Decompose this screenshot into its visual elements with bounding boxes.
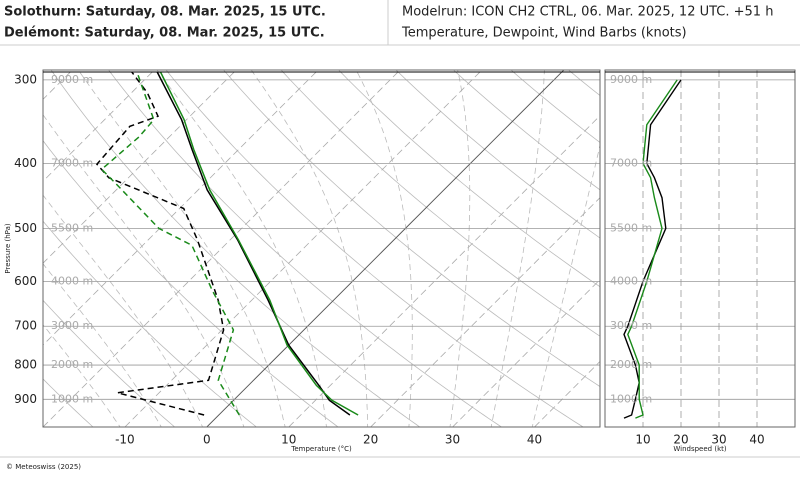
altitude-label: 4000 m	[51, 274, 93, 287]
plot-area	[605, 70, 795, 427]
altitude-label: 1000 m	[610, 392, 652, 405]
plot-frame	[604, 69, 796, 428]
plot-frame	[42, 69, 601, 428]
model-run: Modelrun: ICON CH2 CTRL, 06. Mar. 2025, …	[402, 5, 773, 20]
x-tick-label: 30	[445, 433, 460, 447]
isotherm	[43, 70, 155, 182]
x-tick-label: 20	[363, 433, 378, 447]
x-tick-label: 0	[203, 433, 211, 447]
isotherm	[43, 70, 319, 346]
footer: © Meteoswiss (2025)	[6, 463, 81, 471]
y-tick-label: 900	[14, 392, 37, 406]
moist-adiabat	[449, 70, 471, 427]
altitude-label: 2000 m	[51, 358, 93, 371]
x-tick-label: -10	[115, 433, 135, 447]
altitude-label: 5500 m	[610, 221, 652, 234]
isotherm	[43, 70, 237, 264]
altitude-label: 9000 m	[51, 73, 93, 86]
temperature-line	[159, 71, 359, 416]
dry-adiabat	[43, 220, 258, 427]
isotherm	[43, 70, 401, 427]
altitude-label: 5500 m	[51, 221, 93, 234]
altitude-label: 9000 m	[610, 73, 652, 86]
altitude-label: 3000 m	[610, 319, 652, 332]
x-tick-label: 40	[527, 433, 542, 447]
y-tick-label: 800	[14, 358, 37, 372]
moist-adiabat	[43, 263, 162, 427]
altitude-label: 4000 m	[610, 274, 652, 287]
moist-adiabat	[156, 70, 327, 427]
x-axis-label: Windspeed (kt)	[673, 445, 726, 453]
windspeed-line	[623, 79, 682, 419]
x-tick-label: 10	[635, 433, 650, 447]
y-tick-label: 700	[14, 319, 37, 333]
y-tick-label: 600	[14, 274, 37, 288]
dewpoint-line	[100, 72, 240, 416]
y-tick-label: 300	[14, 72, 37, 86]
x-tick-label: 20	[673, 433, 688, 447]
moist-adiabat	[43, 324, 121, 427]
altitude-label: 2000 m	[610, 358, 652, 371]
altitude-label: 7000 m	[51, 157, 93, 170]
grid-line	[124, 70, 483, 427]
altitude-label: 3000 m	[51, 319, 93, 332]
x-tick-label: 30	[711, 433, 726, 447]
station-title: Delémont: Saturday, 08. Mar. 2025, 15 UT…	[4, 26, 325, 41]
station-title: Solothurn: Saturday, 08. Mar. 2025, 15 U…	[4, 5, 326, 20]
dry-adiabat	[43, 378, 94, 427]
grid-line	[288, 115, 600, 427]
x-axis-label: Temperature (°C)	[290, 445, 352, 453]
y-axis-label: Pressure (hPa)	[4, 223, 12, 273]
x-tick-label: 40	[749, 433, 764, 447]
y-tick-label: 500	[14, 221, 37, 235]
y-tick-label: 400	[14, 156, 37, 170]
grid-line	[206, 70, 565, 427]
altitude-label: 1000 m	[51, 392, 93, 405]
windspeed-line	[627, 79, 678, 419]
altitude-label: 7000 m	[610, 157, 652, 170]
moist-adiabat	[43, 194, 204, 427]
dry-adiabat	[43, 299, 176, 427]
plot-area	[43, 70, 600, 427]
description: Temperature, Dewpoint, Wind Barbs (knots…	[401, 26, 687, 41]
x-tick-label: 10	[281, 433, 296, 447]
dewpoint-line	[95, 71, 225, 416]
